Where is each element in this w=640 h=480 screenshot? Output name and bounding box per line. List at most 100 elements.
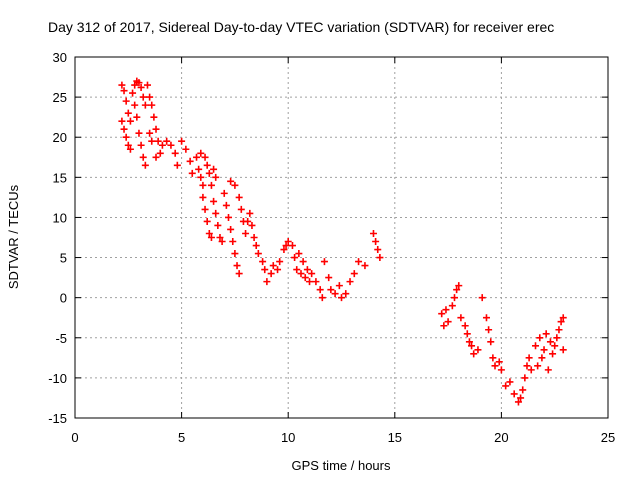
data-point xyxy=(376,254,384,262)
data-point xyxy=(282,242,290,250)
data-point xyxy=(478,294,486,302)
data-point xyxy=(188,169,196,177)
data-point xyxy=(252,242,260,250)
data-point xyxy=(465,338,473,346)
data-point xyxy=(342,290,350,298)
data-point xyxy=(338,294,345,302)
data-point xyxy=(299,258,307,266)
data-point xyxy=(173,161,181,169)
data-point xyxy=(148,137,156,145)
data-point xyxy=(141,161,149,169)
data-point xyxy=(126,117,134,125)
data-point xyxy=(553,334,561,342)
data-point xyxy=(203,161,211,169)
data-point xyxy=(220,189,228,197)
data-point xyxy=(284,238,292,246)
data-point xyxy=(308,270,316,278)
data-point xyxy=(510,390,518,398)
data-point xyxy=(318,294,326,302)
x-tick-label: 10 xyxy=(281,430,295,445)
data-point xyxy=(482,314,490,322)
data-point xyxy=(293,266,301,274)
data-point xyxy=(361,262,369,270)
data-point xyxy=(248,221,256,229)
y-tick-label: 15 xyxy=(53,170,67,185)
data-point xyxy=(538,354,546,362)
data-point xyxy=(193,153,201,161)
x-tick-label: 5 xyxy=(178,430,185,445)
data-point xyxy=(250,234,258,241)
y-tick-label: 25 xyxy=(53,90,67,105)
data-point xyxy=(280,246,288,254)
data-point xyxy=(491,362,499,370)
data-point xyxy=(216,234,224,241)
y-tick-label: 5 xyxy=(60,251,67,266)
data-point xyxy=(152,125,160,133)
data-point xyxy=(205,169,213,177)
data-point xyxy=(133,113,141,121)
data-point xyxy=(186,157,194,165)
data-point xyxy=(139,93,147,101)
data-point xyxy=(246,209,254,217)
data-point xyxy=(551,342,559,350)
data-point xyxy=(489,354,497,362)
data-point xyxy=(327,286,335,294)
data-point xyxy=(137,141,145,149)
data-point xyxy=(237,205,245,213)
data-point xyxy=(455,282,463,290)
data-point xyxy=(303,266,311,274)
data-point xyxy=(325,274,333,282)
data-point xyxy=(372,238,380,246)
plot-frame xyxy=(74,56,609,419)
data-point xyxy=(461,322,469,330)
data-point xyxy=(203,217,211,225)
data-point xyxy=(312,278,320,286)
data-point xyxy=(374,246,382,254)
data-point xyxy=(148,101,156,109)
data-point xyxy=(137,83,145,91)
data-point xyxy=(346,278,354,286)
data-point xyxy=(141,101,149,109)
data-point xyxy=(453,286,461,294)
data-point xyxy=(468,342,476,350)
data-point xyxy=(448,302,456,310)
y-axis-label: SDTVAR / TECUs xyxy=(6,184,21,289)
data-point xyxy=(135,79,143,87)
data-point xyxy=(485,326,493,334)
x-axis-label: GPS time / hours xyxy=(292,458,391,473)
data-point xyxy=(514,398,522,406)
data-point xyxy=(450,294,458,302)
data-point xyxy=(276,258,284,266)
data-point xyxy=(463,330,471,338)
data-point xyxy=(306,278,314,286)
data-point xyxy=(178,137,186,145)
data-point xyxy=(143,81,151,89)
y-tick-label: 20 xyxy=(53,130,67,145)
data-point xyxy=(559,346,567,354)
data-point xyxy=(235,193,243,201)
data-point xyxy=(291,254,299,262)
data-point xyxy=(438,310,446,318)
data-point xyxy=(487,338,495,346)
data-point xyxy=(120,125,128,133)
data-point xyxy=(440,322,448,330)
data-point xyxy=(242,229,250,237)
data-points xyxy=(118,77,567,406)
data-point xyxy=(197,149,205,157)
data-point xyxy=(244,217,252,225)
y-tick-label: -15 xyxy=(48,411,67,426)
data-point xyxy=(218,238,226,246)
data-point xyxy=(502,382,510,390)
y-tick-label: 0 xyxy=(60,291,67,306)
data-point xyxy=(182,145,190,153)
y-tick-label: 10 xyxy=(53,210,67,225)
x-axis: 0 5 10 15 20 25 xyxy=(71,57,615,445)
x-tick-label: 25 xyxy=(601,430,615,445)
data-point xyxy=(544,366,552,374)
data-point xyxy=(118,81,126,89)
data-point xyxy=(269,262,277,270)
data-point xyxy=(146,93,154,101)
data-point xyxy=(369,229,377,237)
data-point xyxy=(207,234,215,241)
data-point xyxy=(542,330,550,338)
